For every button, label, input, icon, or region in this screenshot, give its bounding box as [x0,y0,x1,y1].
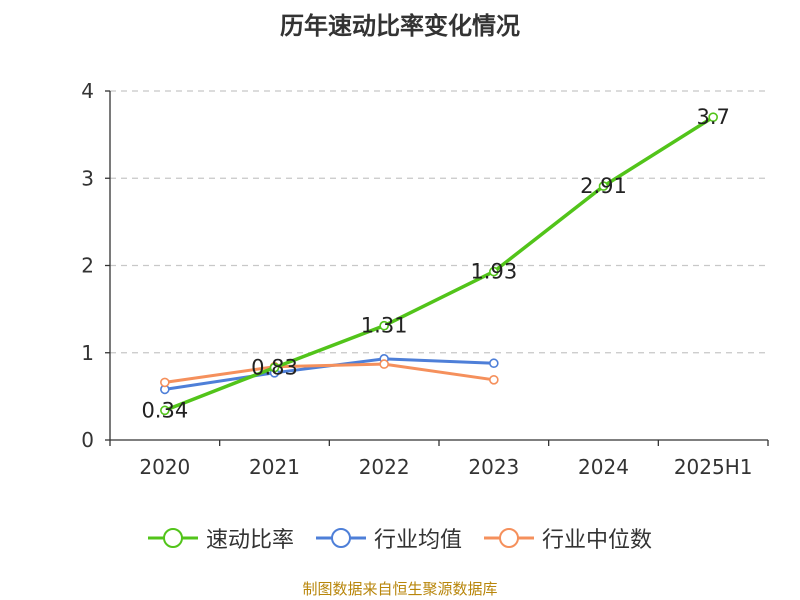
data-label-quick-ratio: 3.7 [696,105,729,129]
data-label-quick-ratio: 0.34 [141,398,188,422]
legend: 速动比率 行业均值 行业中位数 [0,518,800,558]
series-line-quick-ratio [164,115,715,412]
legend-label-industry-median: 行业中位数 [542,528,653,553]
point-quick-ratio [598,181,609,191]
y-tick-label: 3 [81,166,94,190]
point-industry-median [489,374,499,385]
series-layer [160,112,718,416]
point-quick-ratio [160,405,170,416]
x-tick-label: 2023 [468,455,519,479]
legend-swatch-industry-mean [315,528,366,548]
series-line-industry-median [164,362,495,384]
grid-layer [110,90,768,354]
point-quick-ratio [379,320,389,331]
chart-title: 历年速动比率变化情况 [280,12,520,40]
legend-swatch-quick-ratio [147,528,198,548]
y-tick-label: 0 [81,428,94,452]
legend-swatch-industry-median [484,528,534,548]
y-tick-label: 2 [81,254,94,278]
data-label-quick-ratio: 2.91 [580,174,627,198]
legend-item-industry-median[interactable]: 行业中位数 [484,522,652,554]
x-tick-label: 2020 [139,455,190,479]
x-tick-label: 2024 [578,455,629,479]
legend-label-industry-mean: 行业均值 [373,528,462,553]
legend-item-quick-ratio[interactable]: 速动比率 [147,522,294,554]
data-label-layer: 0.34 0.83 1.31 1.93 2.91 3.7 [141,105,729,422]
x-tick-label: 2025H1 [674,455,753,479]
x-tick-label: 2021 [249,455,300,479]
y-tick-label: 4 [81,79,94,103]
data-label-quick-ratio: 0.83 [251,356,298,380]
point-industry-mean [489,358,499,369]
point-quick-ratio [489,266,499,277]
axis-layer: 0 1 2 3 4 2020 2021 2022 2023 2024 2025H1 [81,79,769,479]
point-quick-ratio [708,112,718,122]
source-note: 制图数据来自恒生聚源数据库 [302,580,498,598]
data-label-quick-ratio: 1.93 [470,260,517,284]
x-tick-label: 2022 [359,455,410,479]
point-quick-ratio [269,362,280,373]
data-label-quick-ratio: 1.31 [361,314,408,338]
legend-item-industry-mean[interactable]: 行业均值 [315,522,462,554]
point-industry-median [160,377,170,388]
y-tick-label: 1 [81,341,94,365]
legend-label-quick-ratio: 速动比率 [205,528,294,553]
point-industry-median [379,359,389,369]
